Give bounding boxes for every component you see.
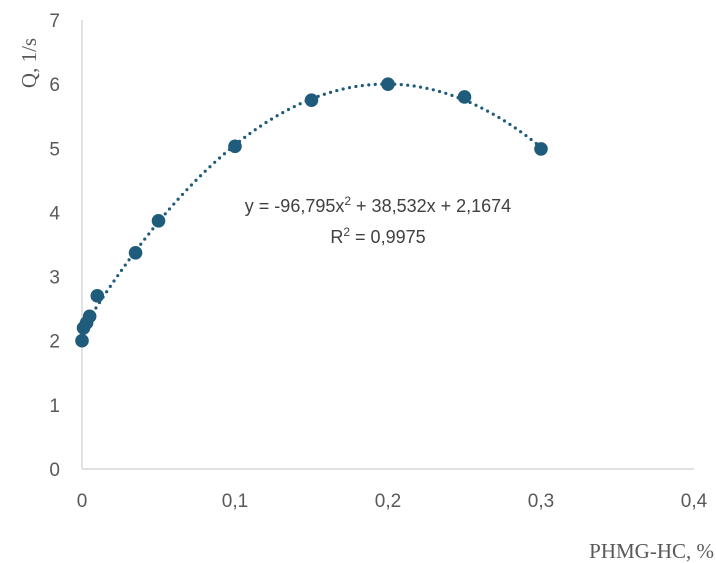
data-points (75, 77, 548, 348)
data-point (151, 213, 166, 228)
y-tick-label: 0 (49, 460, 60, 481)
x-tick-label: 0,3 (528, 491, 554, 512)
plot-area: 0 1 2 3 4 5 6 7 0 0,1 0,2 0,3 0,4 (49, 11, 707, 512)
y-tick-label: 5 (49, 139, 60, 160)
x-tick-label: 0 (77, 491, 88, 512)
data-point (534, 142, 548, 156)
y-tick-label: 2 (49, 332, 60, 353)
data-point (128, 246, 143, 260)
y-axis-title: Q, 1/s (17, 38, 41, 88)
y-tick-label: 1 (49, 396, 60, 417)
x-tick-labels: 0 0,1 0,2 0,3 0,4 (77, 491, 708, 512)
equation-main: y = -96,795x (245, 196, 345, 216)
trendline-equation: y = -96,795x2 + 38,532x + 2,1674 R2 = 0,… (245, 194, 511, 247)
data-point (381, 77, 395, 91)
equation-line: y = -96,795x2 + 38,532x + 2,1674 (245, 194, 511, 216)
y-tick-label: 6 (49, 75, 60, 96)
x-tick-label: 0,4 (681, 491, 708, 512)
y-tick-label: 4 (49, 203, 60, 224)
x-tick-label: 0,1 (222, 491, 248, 512)
y-tick-labels: 0 1 2 3 4 5 6 7 (49, 11, 60, 481)
data-point (228, 139, 242, 154)
data-point (90, 289, 105, 303)
data-point (304, 93, 319, 107)
y-tick-label: 7 (49, 11, 60, 32)
equation-exponent: 2 (344, 194, 351, 208)
data-point (75, 333, 89, 348)
r2-exponent: 2 (343, 225, 350, 239)
x-axis-title: PHMG-HC, % (589, 539, 714, 563)
r2-main: R (330, 227, 343, 247)
data-point (457, 90, 472, 104)
data-point (82, 309, 97, 324)
r-squared-line: R2 = 0,9975 (330, 225, 425, 247)
equation-rest: + 38,532x + 2,1674 (351, 196, 511, 216)
r2-rest: = 0,9975 (350, 227, 426, 247)
x-tick-label: 0,2 (375, 491, 401, 512)
y-tick-label: 3 (49, 268, 60, 289)
